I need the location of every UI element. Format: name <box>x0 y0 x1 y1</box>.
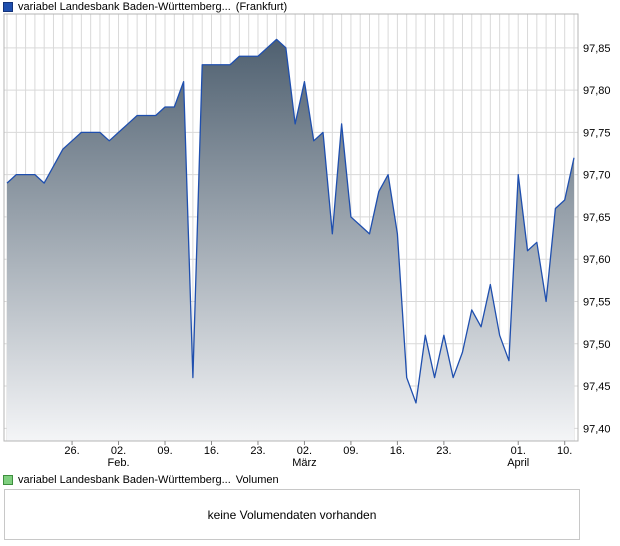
x-tick-label: 09. <box>343 445 358 457</box>
price-chart: 97,85 97,80 97,75 97,70 97,65 97,60 97,55 97,50… <box>3 13 611 469</box>
y-tick-label: 97,85 <box>583 43 611 55</box>
x-tick-label: 23. <box>250 445 265 457</box>
y-tick-label: 97,55 <box>583 296 611 308</box>
y-tick-label: 97,75 <box>583 127 611 139</box>
x-tick-label: 02. <box>111 445 126 457</box>
price-legend-swatch <box>3 2 13 12</box>
x-tick-label: 16. <box>390 445 405 457</box>
price-legend-exchange: (Frankfurt) <box>235 1 288 13</box>
volume-legend-suffix: Volumen <box>235 474 279 486</box>
x-tick-label: 23. <box>436 445 451 457</box>
volume-legend: variabel Landesbank Baden-Württemberg...… <box>2 473 279 487</box>
price-area <box>7 39 574 442</box>
price-legend: variabel Landesbank Baden-Württemberg...… <box>2 0 287 14</box>
x-month-label: April <box>507 457 529 469</box>
x-tick-label: 02. <box>297 445 312 457</box>
price-legend-name: variabel Landesbank Baden-Württemberg... <box>18 1 231 13</box>
volume-legend-swatch <box>3 475 13 485</box>
y-tick-label: 97,45 <box>583 381 611 393</box>
x-tick-label: 26. <box>64 445 79 457</box>
x-tick-label: 01. <box>511 445 526 457</box>
volume-empty-message: keine Volumendaten vorhanden <box>207 507 377 522</box>
volume-legend-name: variabel Landesbank Baden-Württemberg... <box>18 474 231 486</box>
y-tick-label: 97,60 <box>583 254 611 266</box>
x-month-label: Feb. <box>108 457 130 469</box>
x-month-label: März <box>292 457 316 469</box>
x-tick-label: 16. <box>204 445 219 457</box>
x-tick-label: 10. <box>557 445 572 457</box>
y-tick-label: 97,80 <box>583 85 611 97</box>
plot-frame <box>3 13 579 442</box>
x-tick-label: 09. <box>157 445 172 457</box>
volume-panel: keine Volumendaten vorhanden <box>4 489 580 540</box>
y-tick-label: 97,50 <box>583 339 611 351</box>
y-tick-label: 97,40 <box>583 423 611 435</box>
y-tick-label: 97,70 <box>583 170 611 182</box>
price-line <box>6 38 575 404</box>
y-tick-label: 97,65 <box>583 212 611 224</box>
